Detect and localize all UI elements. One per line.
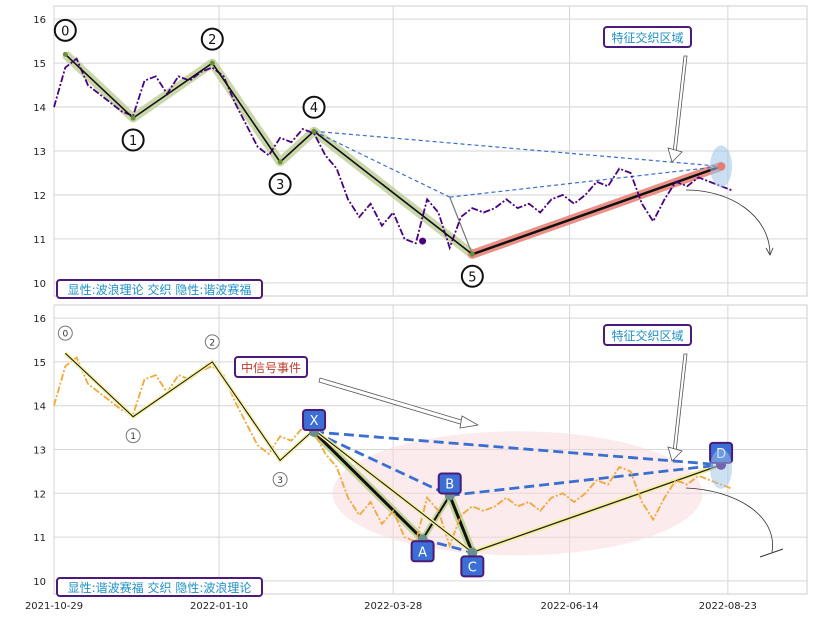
wave-line	[64, 53, 473, 255]
wave-label: 5	[468, 270, 476, 285]
y-tick-label: 14	[33, 103, 46, 114]
x-tick-label: 2022-08-23	[699, 601, 757, 612]
wave-label: 1	[129, 134, 137, 149]
annotation-label: 中信号事件	[241, 360, 301, 375]
wave-label-circle	[53, 18, 77, 42]
x-tick-label: 2022-03-28	[364, 601, 422, 612]
wave-label: 1	[130, 432, 136, 442]
wave-label: 3	[276, 178, 284, 193]
caption-label: 显性:谐波赛福 交织 隐性:波浪理论	[68, 580, 252, 595]
intersection-point	[717, 162, 726, 171]
harmonic-point	[419, 237, 427, 245]
annotation-box	[603, 26, 692, 48]
harmonic-label: X	[310, 414, 319, 429]
caption-box	[56, 577, 263, 597]
trend-line	[471, 165, 722, 256]
wave-label: 2	[208, 33, 216, 48]
harmonic-label-box	[410, 540, 435, 563]
harmonic-label: A	[418, 545, 427, 560]
annotation-label: 特征交织区域	[611, 328, 683, 343]
y-tick-label: 11	[33, 235, 46, 246]
wave-line	[64, 352, 473, 553]
intersection-region	[332, 431, 703, 556]
harmonic-label-box	[460, 555, 485, 578]
wave-label-circle	[57, 325, 73, 341]
wave-label-circle	[121, 128, 145, 152]
y-tick-label: 15	[33, 358, 46, 369]
wave-label: 0	[62, 330, 68, 340]
wave-label-circle	[200, 27, 224, 51]
harmonic-point	[467, 547, 478, 558]
wave-label: 0	[61, 24, 69, 39]
annotation-box	[234, 356, 308, 378]
wave-point	[277, 159, 283, 165]
y-tick-label: 12	[33, 489, 46, 500]
harmonic-dashed-line	[313, 130, 722, 167]
wave-label-circle	[204, 334, 220, 350]
projection-bar	[759, 548, 784, 558]
wave-label: 4	[310, 101, 318, 116]
annotation-label: 特征交织区域	[611, 30, 683, 45]
harmonic-label: B	[445, 477, 454, 492]
harmonic-dashed-line	[449, 463, 722, 497]
harmonic-leg-cd	[472, 464, 722, 554]
wave-label-circle	[302, 95, 326, 119]
harmonic-leg-ab	[421, 494, 451, 540]
y-tick-label: 14	[33, 402, 46, 413]
x-tick-label: 2022-01-10	[190, 601, 248, 612]
wave-label-circle	[272, 471, 288, 487]
harmonic-dashed-line	[449, 165, 722, 198]
annotation-box	[603, 324, 692, 346]
wave-point	[469, 251, 475, 257]
projection-arrow	[685, 189, 771, 256]
y-tick-label: 10	[33, 577, 46, 588]
harmonic-label-box	[302, 408, 327, 431]
y-tick-label: 10	[33, 279, 46, 290]
harmonic-label: C	[468, 560, 477, 575]
y-tick-label: 16	[33, 314, 46, 325]
wave-label-circle	[268, 172, 292, 196]
y-tick-label: 12	[33, 191, 46, 202]
intersection-marker	[710, 448, 733, 489]
wave-label-circle	[460, 264, 484, 288]
wave-point	[130, 115, 136, 121]
harmonic-dashed-line	[313, 430, 451, 497]
y-tick-label: 13	[33, 147, 46, 158]
wave-label-circle	[125, 428, 141, 444]
annotation-arrowhead	[459, 415, 480, 429]
harmonic-dashed-line	[313, 430, 722, 467]
caption-label: 显性:波浪理论 交织 隐性:谐波赛福	[68, 282, 252, 297]
projection-arrowhead	[765, 247, 774, 256]
y-tick-label: 13	[33, 446, 46, 457]
wave-point	[311, 128, 317, 134]
harmonic-leg-xa	[312, 430, 424, 541]
y-tick-label: 16	[33, 15, 46, 26]
annotation-arrowhead	[667, 446, 683, 462]
wave-label: 2	[209, 338, 215, 348]
projection-arrow	[685, 487, 773, 553]
y-tick-label: 11	[33, 533, 46, 544]
harmonic-label-box	[437, 472, 462, 495]
annotation-arrowhead	[667, 147, 683, 163]
wave-point	[209, 60, 215, 66]
x-tick-label: 2021-10-29	[25, 601, 83, 612]
caption-box	[56, 279, 263, 299]
x-tick-label: 2022-06-14	[541, 601, 599, 612]
y-tick-label: 15	[33, 59, 46, 70]
wave-point	[62, 51, 68, 57]
harmonic-leg-bc	[448, 494, 474, 553]
harmonic-leg	[449, 196, 473, 255]
wave-label: 3	[277, 476, 283, 486]
